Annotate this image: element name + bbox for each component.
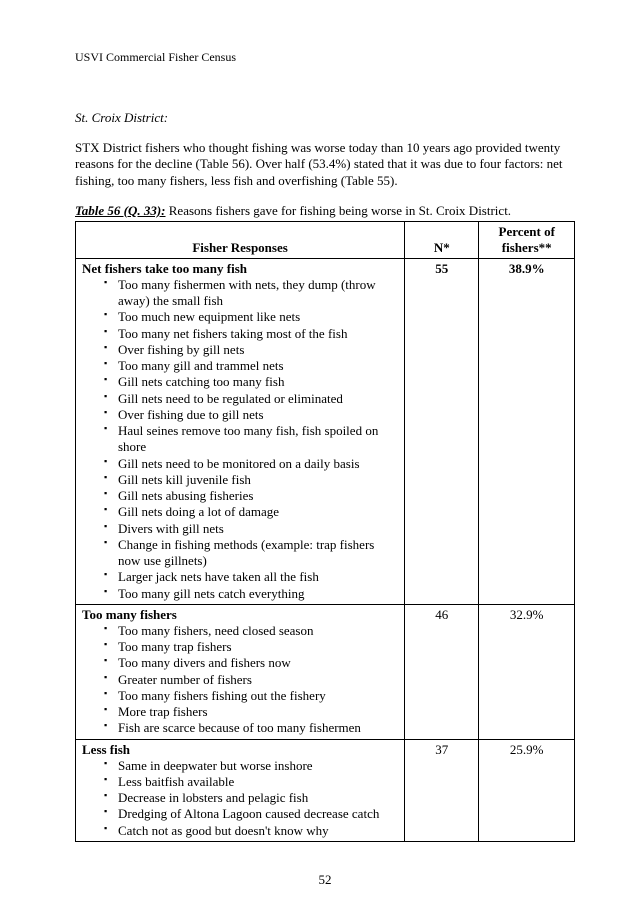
category-title: Net fishers take too many fish (82, 261, 398, 277)
list-item: Decrease in lobsters and pelagic fish (104, 790, 398, 806)
table-row: Net fishers take too many fishToo many f… (76, 258, 575, 604)
list-item: Over fishing by gill nets (104, 342, 398, 358)
table-caption: Table 56 (Q. 33): Reasons fishers gave f… (75, 203, 575, 219)
list-item: Too many gill and trammel nets (104, 358, 398, 374)
th-responses: Fisher Responses (76, 221, 405, 258)
cell-n: 46 (405, 604, 479, 739)
page-number: 52 (75, 872, 575, 888)
list-item: Too many fishers, need closed season (104, 623, 398, 639)
list-item: Gill nets abusing fisheries (104, 488, 398, 504)
list-item: Haul seines remove too many fish, fish s… (104, 423, 398, 456)
list-item: Too many divers and fishers now (104, 655, 398, 671)
reasons-table: Fisher Responses N* Percent offishers** … (75, 221, 575, 842)
item-list: Same in deepwater but worse inshoreLess … (82, 758, 398, 839)
list-item: Gill nets need to be regulated or elimin… (104, 391, 398, 407)
list-item: Too many gill nets catch everything (104, 586, 398, 602)
list-item: Gill nets catching too many fish (104, 374, 398, 390)
caption-label: Table 56 (Q. 33): (75, 203, 166, 218)
list-item: Divers with gill nets (104, 521, 398, 537)
th-n: N* (405, 221, 479, 258)
list-item: Too many fishermen with nets, they dump … (104, 277, 398, 310)
cell-n: 55 (405, 258, 479, 604)
list-item: Gill nets kill juvenile fish (104, 472, 398, 488)
list-item: Change in fishing methods (example: trap… (104, 537, 398, 570)
list-item: Over fishing due to gill nets (104, 407, 398, 423)
list-item: Too much new equipment like nets (104, 309, 398, 325)
table-row: Too many fishersToo many fishers, need c… (76, 604, 575, 739)
list-item: Larger jack nets have taken all the fish (104, 569, 398, 585)
body-paragraph: STX District fishers who thought fishing… (75, 140, 575, 189)
th-percent: Percent offishers** (479, 221, 575, 258)
table-body: Net fishers take too many fishToo many f… (76, 258, 575, 841)
item-list: Too many fishermen with nets, they dump … (82, 277, 398, 602)
list-item: Too many net fishers taking most of the … (104, 326, 398, 342)
category-title: Less fish (82, 742, 398, 758)
list-item: More trap fishers (104, 704, 398, 720)
cell-response: Net fishers take too many fishToo many f… (76, 258, 405, 604)
cell-response: Too many fishersToo many fishers, need c… (76, 604, 405, 739)
table-row: Less fishSame in deepwater but worse ins… (76, 739, 575, 841)
list-item: Less baitfish available (104, 774, 398, 790)
list-item: Catch not as good but doesn't know why (104, 823, 398, 839)
cell-response: Less fishSame in deepwater but worse ins… (76, 739, 405, 841)
district-subheading: St. Croix District: (75, 110, 575, 126)
list-item: Fish are scarce because of too many fish… (104, 720, 398, 736)
list-item: Gill nets need to be monitored on a dail… (104, 456, 398, 472)
cell-percent: 38.9% (479, 258, 575, 604)
list-item: Dredging of Altona Lagoon caused decreas… (104, 806, 398, 822)
caption-text: Reasons fishers gave for fishing being w… (166, 203, 512, 218)
cell-percent: 32.9% (479, 604, 575, 739)
running-header: USVI Commercial Fisher Census (75, 50, 575, 65)
list-item: Too many trap fishers (104, 639, 398, 655)
list-item: Too many fishers fishing out the fishery (104, 688, 398, 704)
list-item: Greater number of fishers (104, 672, 398, 688)
item-list: Too many fishers, need closed seasonToo … (82, 623, 398, 737)
list-item: Gill nets doing a lot of damage (104, 504, 398, 520)
cell-percent: 25.9% (479, 739, 575, 841)
category-title: Too many fishers (82, 607, 398, 623)
cell-n: 37 (405, 739, 479, 841)
list-item: Same in deepwater but worse inshore (104, 758, 398, 774)
